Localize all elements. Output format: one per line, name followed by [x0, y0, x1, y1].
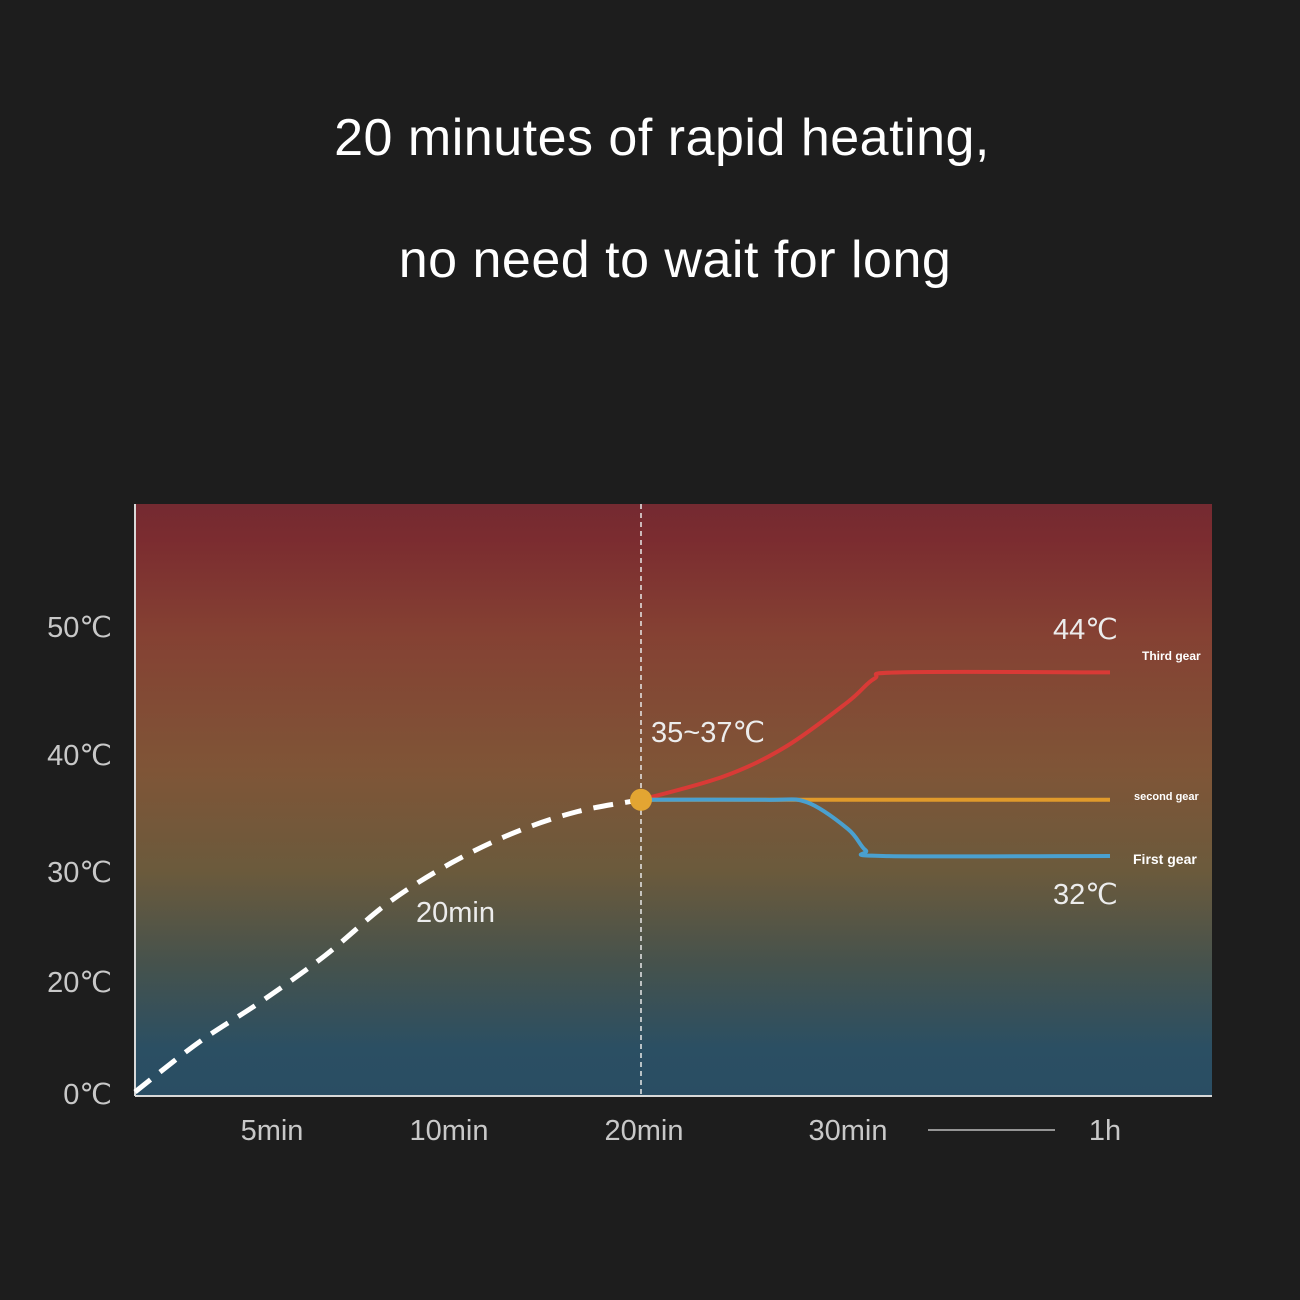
x-tick-label: 20min [605, 1115, 684, 1147]
twenty-minute-marker [630, 788, 652, 811]
third-gear-line [640, 669, 1111, 802]
first-gear-line [640, 797, 1111, 859]
second-gear-line-label: second gear [1134, 791, 1200, 803]
y-tick-label: 50℃ [47, 612, 112, 644]
heating-duration-label: 20min [416, 897, 495, 929]
heating-curve [133, 797, 642, 1094]
x-tick-label: 30min [809, 1115, 888, 1147]
x-tick-label: 10min [410, 1115, 489, 1147]
headline-line-1: 20 minutes of rapid heating, [334, 109, 990, 167]
low-temperature-label: 32℃ [1053, 879, 1118, 911]
y-tick-label: 20℃ [47, 967, 112, 999]
y-tick-label: 40℃ [47, 740, 112, 772]
high-temperature-label: 44℃ [1053, 614, 1118, 646]
y-tick-label: 0℃ [63, 1079, 112, 1111]
y-tick-label: 30℃ [47, 857, 112, 889]
x-tick-label: 1h [1089, 1115, 1121, 1147]
third-gear-line-label: Third gear [1142, 649, 1201, 663]
headline-line-2: no need to wait for long [398, 231, 952, 289]
first-gear-line-label: First gear [1133, 851, 1197, 867]
x-tick-label: 5min [241, 1115, 304, 1147]
temperature-range-label: 35~37℃ [651, 717, 765, 749]
